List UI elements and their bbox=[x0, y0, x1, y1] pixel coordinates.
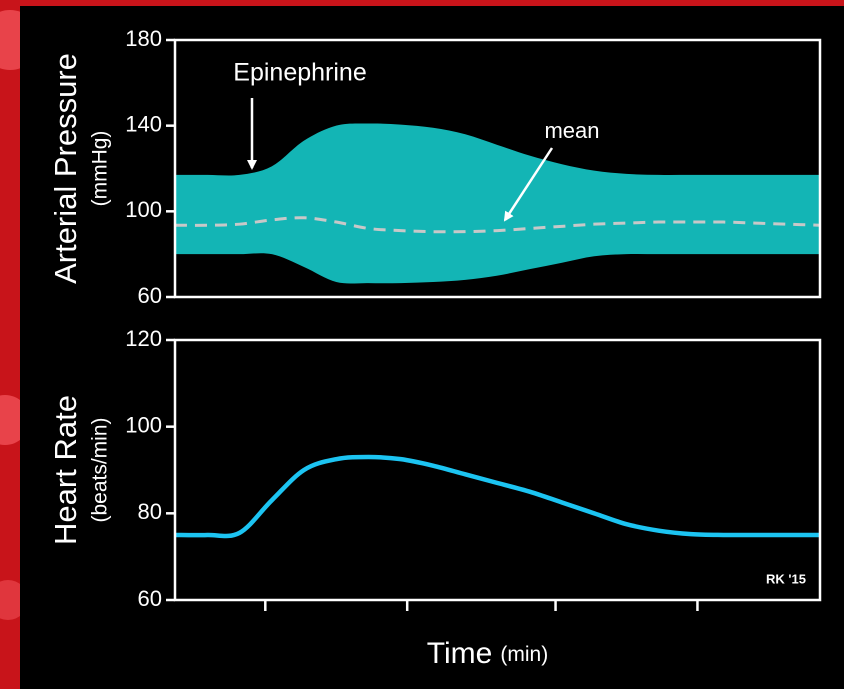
annotation: mean bbox=[544, 118, 599, 143]
y-tick-label: 60 bbox=[138, 283, 162, 308]
x-axis-unit: (min) bbox=[500, 643, 548, 666]
mean-line bbox=[174, 216, 821, 234]
charts: 60 100 140 180 Arterial Pressure (mmHg) Epinep… bbox=[48, 26, 822, 670]
annotation: Epinephrine bbox=[233, 59, 366, 87]
y-tick-label: 80 bbox=[138, 499, 162, 524]
plot-frame bbox=[173, 338, 822, 602]
y-axis-unit: (mmHg) bbox=[89, 131, 112, 207]
y-tick-label: 120 bbox=[125, 326, 162, 351]
y-axis-title: Heart Rate bbox=[48, 395, 83, 545]
pressure-band bbox=[175, 123, 820, 284]
y-axis-unit: (beats/min) bbox=[89, 417, 112, 522]
x-axis-title-text: Time bbox=[427, 637, 493, 670]
y-tick-label: 60 bbox=[138, 586, 162, 611]
credit: RK '15 bbox=[766, 571, 806, 586]
y-tick-label: 140 bbox=[125, 111, 162, 136]
y-tick-label: 180 bbox=[125, 26, 162, 51]
x-axis-title: Time (min) bbox=[427, 637, 548, 670]
y-tick-label: 100 bbox=[125, 197, 162, 222]
heart-rate-line bbox=[174, 454, 820, 539]
annotation-arrow bbox=[503, 147, 554, 222]
y-axis-title: Arterial Pressure bbox=[48, 53, 83, 284]
panel bbox=[20, 6, 844, 689]
y-tick-label: 100 bbox=[125, 412, 162, 437]
plot-frame bbox=[173, 38, 822, 299]
